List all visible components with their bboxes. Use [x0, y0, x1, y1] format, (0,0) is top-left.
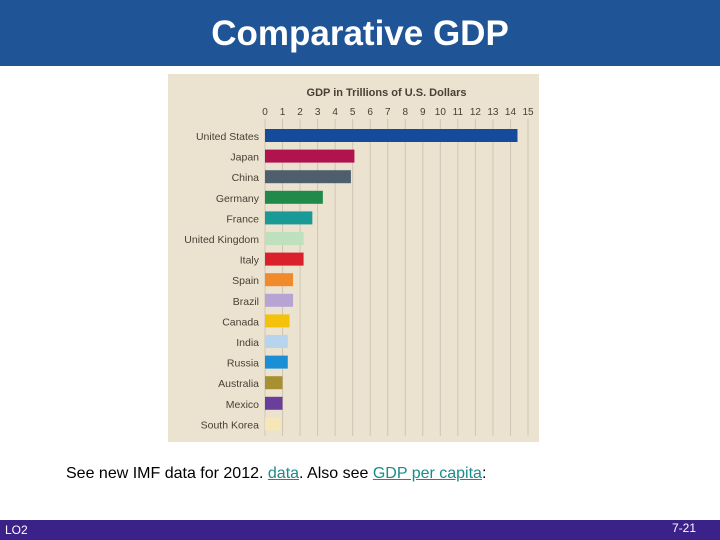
- bar: [265, 129, 518, 142]
- bar: [265, 149, 355, 163]
- x-tick-label: 1: [280, 107, 286, 118]
- chart-title: GDP in Trillions of U.S. Dollars: [307, 87, 467, 99]
- x-tick-label: 12: [470, 107, 482, 118]
- bar: [265, 314, 290, 328]
- footnote-text-before: See new IMF data for 2012.: [66, 465, 268, 482]
- gdp-chart: GDP in Trillions of U.S. Dollars 0 1 2 3 4 5 6 7…: [168, 74, 539, 442]
- bar: [265, 170, 351, 184]
- footnote: See new IMF data for 2012. data. Also se…: [66, 465, 706, 483]
- category-label: China: [232, 172, 260, 184]
- x-tick-label: 4: [332, 107, 338, 118]
- bar: [265, 335, 288, 348]
- category-label: Mexico: [226, 399, 259, 411]
- category-label: France: [226, 213, 259, 225]
- x-tick-label: 15: [522, 107, 534, 118]
- x-tick-label: 2: [297, 107, 303, 118]
- category-label: Australia: [218, 378, 259, 390]
- bar: [265, 355, 288, 369]
- x-tick-label: 9: [420, 107, 426, 118]
- x-tick-label: 6: [367, 107, 373, 118]
- imf-data-link[interactable]: data: [267, 465, 300, 482]
- bar: [265, 293, 294, 307]
- learning-objective-label: LO2: [5, 523, 28, 537]
- page-number: 7-21: [671, 521, 696, 535]
- category-label: Italy: [240, 255, 260, 267]
- category-label: Germany: [216, 193, 260, 205]
- bar: [265, 396, 283, 410]
- title-bar: Comparative GDP: [0, 0, 720, 66]
- x-tick-label: 14: [505, 107, 517, 118]
- x-tick-label: 7: [385, 107, 391, 118]
- category-label: Japan: [230, 152, 259, 164]
- x-tick-label: 5: [350, 107, 356, 118]
- bar: [265, 190, 323, 204]
- bar: [265, 211, 313, 225]
- gdp-per-capita-link[interactable]: GDP per capita: [372, 465, 482, 482]
- category-label: India: [236, 337, 259, 349]
- category-label: Russia: [227, 358, 259, 370]
- x-tick-label: 10: [435, 107, 447, 118]
- category-label: South Korea: [201, 419, 260, 431]
- x-tick-label: 8: [402, 107, 408, 118]
- bar: [265, 232, 304, 245]
- bar: [265, 273, 294, 287]
- bottom-bar: LO2 7-21: [0, 520, 720, 540]
- x-tick-label: 0: [262, 107, 268, 118]
- footnote-text-after: :: [481, 465, 487, 482]
- x-tick-label: 3: [315, 107, 321, 118]
- category-label: United Kingdom: [184, 234, 259, 246]
- category-label: Spain: [232, 275, 259, 287]
- bar: [265, 376, 283, 390]
- gdp-bar-chart-svg: GDP in Trillions of U.S. Dollars 0 1 2 3 4 5 6 7…: [184, 87, 534, 436]
- category-label: Brazil: [233, 296, 259, 308]
- slide-title: Comparative GDP: [211, 14, 509, 53]
- footnote-text-middle: . Also see: [299, 465, 373, 482]
- x-tick-label: 13: [487, 107, 499, 118]
- category-label: United States: [196, 131, 259, 143]
- bar: [265, 252, 304, 266]
- x-tick-label: 11: [453, 107, 464, 118]
- bar: [265, 417, 281, 431]
- category-label: Canada: [222, 316, 259, 328]
